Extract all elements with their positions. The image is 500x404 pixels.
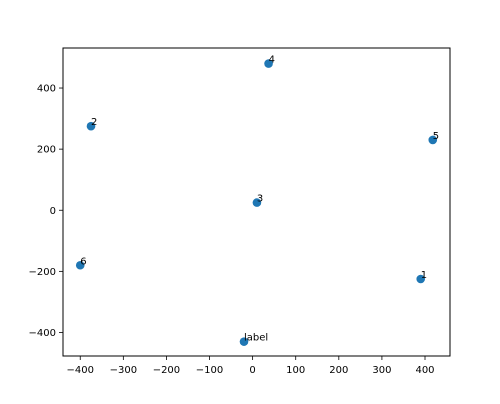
x-tick-label: 100 [286,365,305,376]
data-point [75,260,85,270]
y-tick-label: 200 [37,145,56,156]
plot-frame [62,47,451,357]
point-label: 3 [257,194,263,205]
point-label: 2 [91,117,97,128]
data-point [428,135,438,145]
ticks-layer: −400 −300 −200 −100 0 100 200 300 400 −400 −200 0 20… [29,84,435,376]
x-tick-label: 300 [372,365,391,376]
point-label: 1 [421,270,427,281]
y-tick-label: −400 [29,328,56,339]
point-label: 4 [269,55,275,66]
point-label: 5 [433,131,439,142]
x-tick-label: −100 [196,365,223,376]
data-point [86,121,96,131]
x-tick-label: −400 [67,365,94,376]
x-tick-label: −300 [110,365,137,376]
y-tick-label: 0 [50,206,56,217]
point-labels-layer: 1 2 3 4 5 6 label [80,55,439,344]
points-layer [75,59,438,346]
data-point [264,59,273,68]
y-tick-label: 400 [37,84,56,95]
x-tick-label: 0 [249,365,255,376]
point-label: label [244,333,268,344]
data-point [416,274,425,284]
data-point [239,337,249,346]
x-tick-label: −200 [153,365,180,376]
x-tick-label: 200 [329,365,348,376]
x-tick-label: 400 [415,365,434,376]
point-label: 6 [80,256,86,267]
data-point [252,198,262,207]
y-tick-label: −200 [29,267,56,278]
